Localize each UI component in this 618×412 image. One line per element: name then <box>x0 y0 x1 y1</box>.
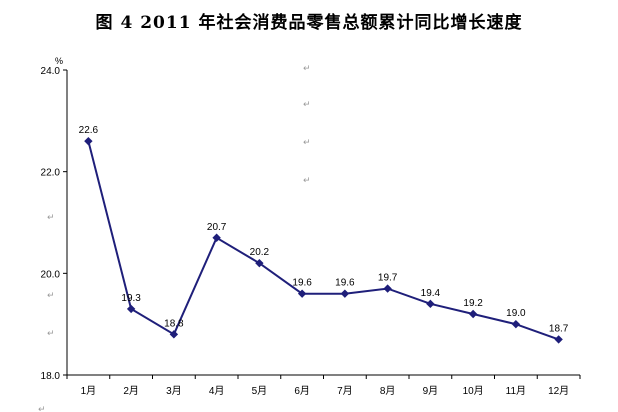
data-label: 22.6 <box>79 125 99 136</box>
x-tick-label: 7月 <box>337 385 353 397</box>
paragraph-mark: ↵ <box>303 100 311 110</box>
y-tick-label: 22.0 <box>41 168 61 179</box>
x-tick-label: 1月 <box>81 385 97 397</box>
data-point <box>340 289 350 298</box>
y-axis-unit: % <box>55 56 63 66</box>
x-tick-label: 5月 <box>252 385 268 397</box>
data-label: 19.0 <box>506 308 526 319</box>
x-tick-label: 12月 <box>548 385 569 397</box>
data-point <box>383 284 392 293</box>
data-label: 18.8 <box>164 318 184 329</box>
data-point <box>169 330 179 339</box>
data-point <box>297 289 307 298</box>
data-label: 19.6 <box>292 278 312 289</box>
y-tick-label: 24.0 <box>41 66 61 77</box>
data-point <box>426 299 435 309</box>
x-tick-label: 10月 <box>463 385 484 397</box>
data-label: 19.6 <box>335 278 355 289</box>
x-tick-label: 8月 <box>380 385 396 397</box>
x-tick-label: 2月 <box>123 385 139 397</box>
x-tick-label: 9月 <box>423 385 439 397</box>
paragraph-mark: ↵ <box>47 291 55 301</box>
data-label: 18.7 <box>549 323 569 334</box>
data-label: 19.3 <box>121 293 141 304</box>
x-tick-label: 3月 <box>166 385 182 397</box>
data-point <box>468 309 478 319</box>
x-tick-label: 4月 <box>209 385 225 397</box>
data-label: 19.2 <box>463 298 483 309</box>
paragraph-mark: ↵ <box>303 176 311 186</box>
data-point <box>511 319 521 329</box>
y-tick-label: 18.0 <box>41 371 61 382</box>
data-label: 19.7 <box>378 273 398 284</box>
x-tick-label: 11月 <box>506 385 526 397</box>
data-label: 20.7 <box>207 222 227 233</box>
y-tick-label: 20.0 <box>41 269 61 280</box>
series-line <box>87 140 559 341</box>
paragraph-mark: ↵ <box>303 64 311 74</box>
data-point <box>212 233 221 242</box>
data-point <box>554 335 563 344</box>
data-label: 20.2 <box>250 247 270 258</box>
paragraph-mark: ↵ <box>47 329 55 339</box>
data-label: 19.4 <box>421 288 441 299</box>
data-point <box>255 258 264 268</box>
data-point <box>126 304 136 314</box>
paragraph-mark: ↵ <box>303 138 311 148</box>
data-point <box>84 136 93 146</box>
paragraph-mark: ↵ <box>47 213 55 223</box>
chart-title: 图 4 2011 年社会消费品零售总额累计同比增长速度 <box>95 13 523 33</box>
x-tick-label: 6月 <box>294 385 310 397</box>
paragraph-mark: ↵ <box>38 405 46 412</box>
